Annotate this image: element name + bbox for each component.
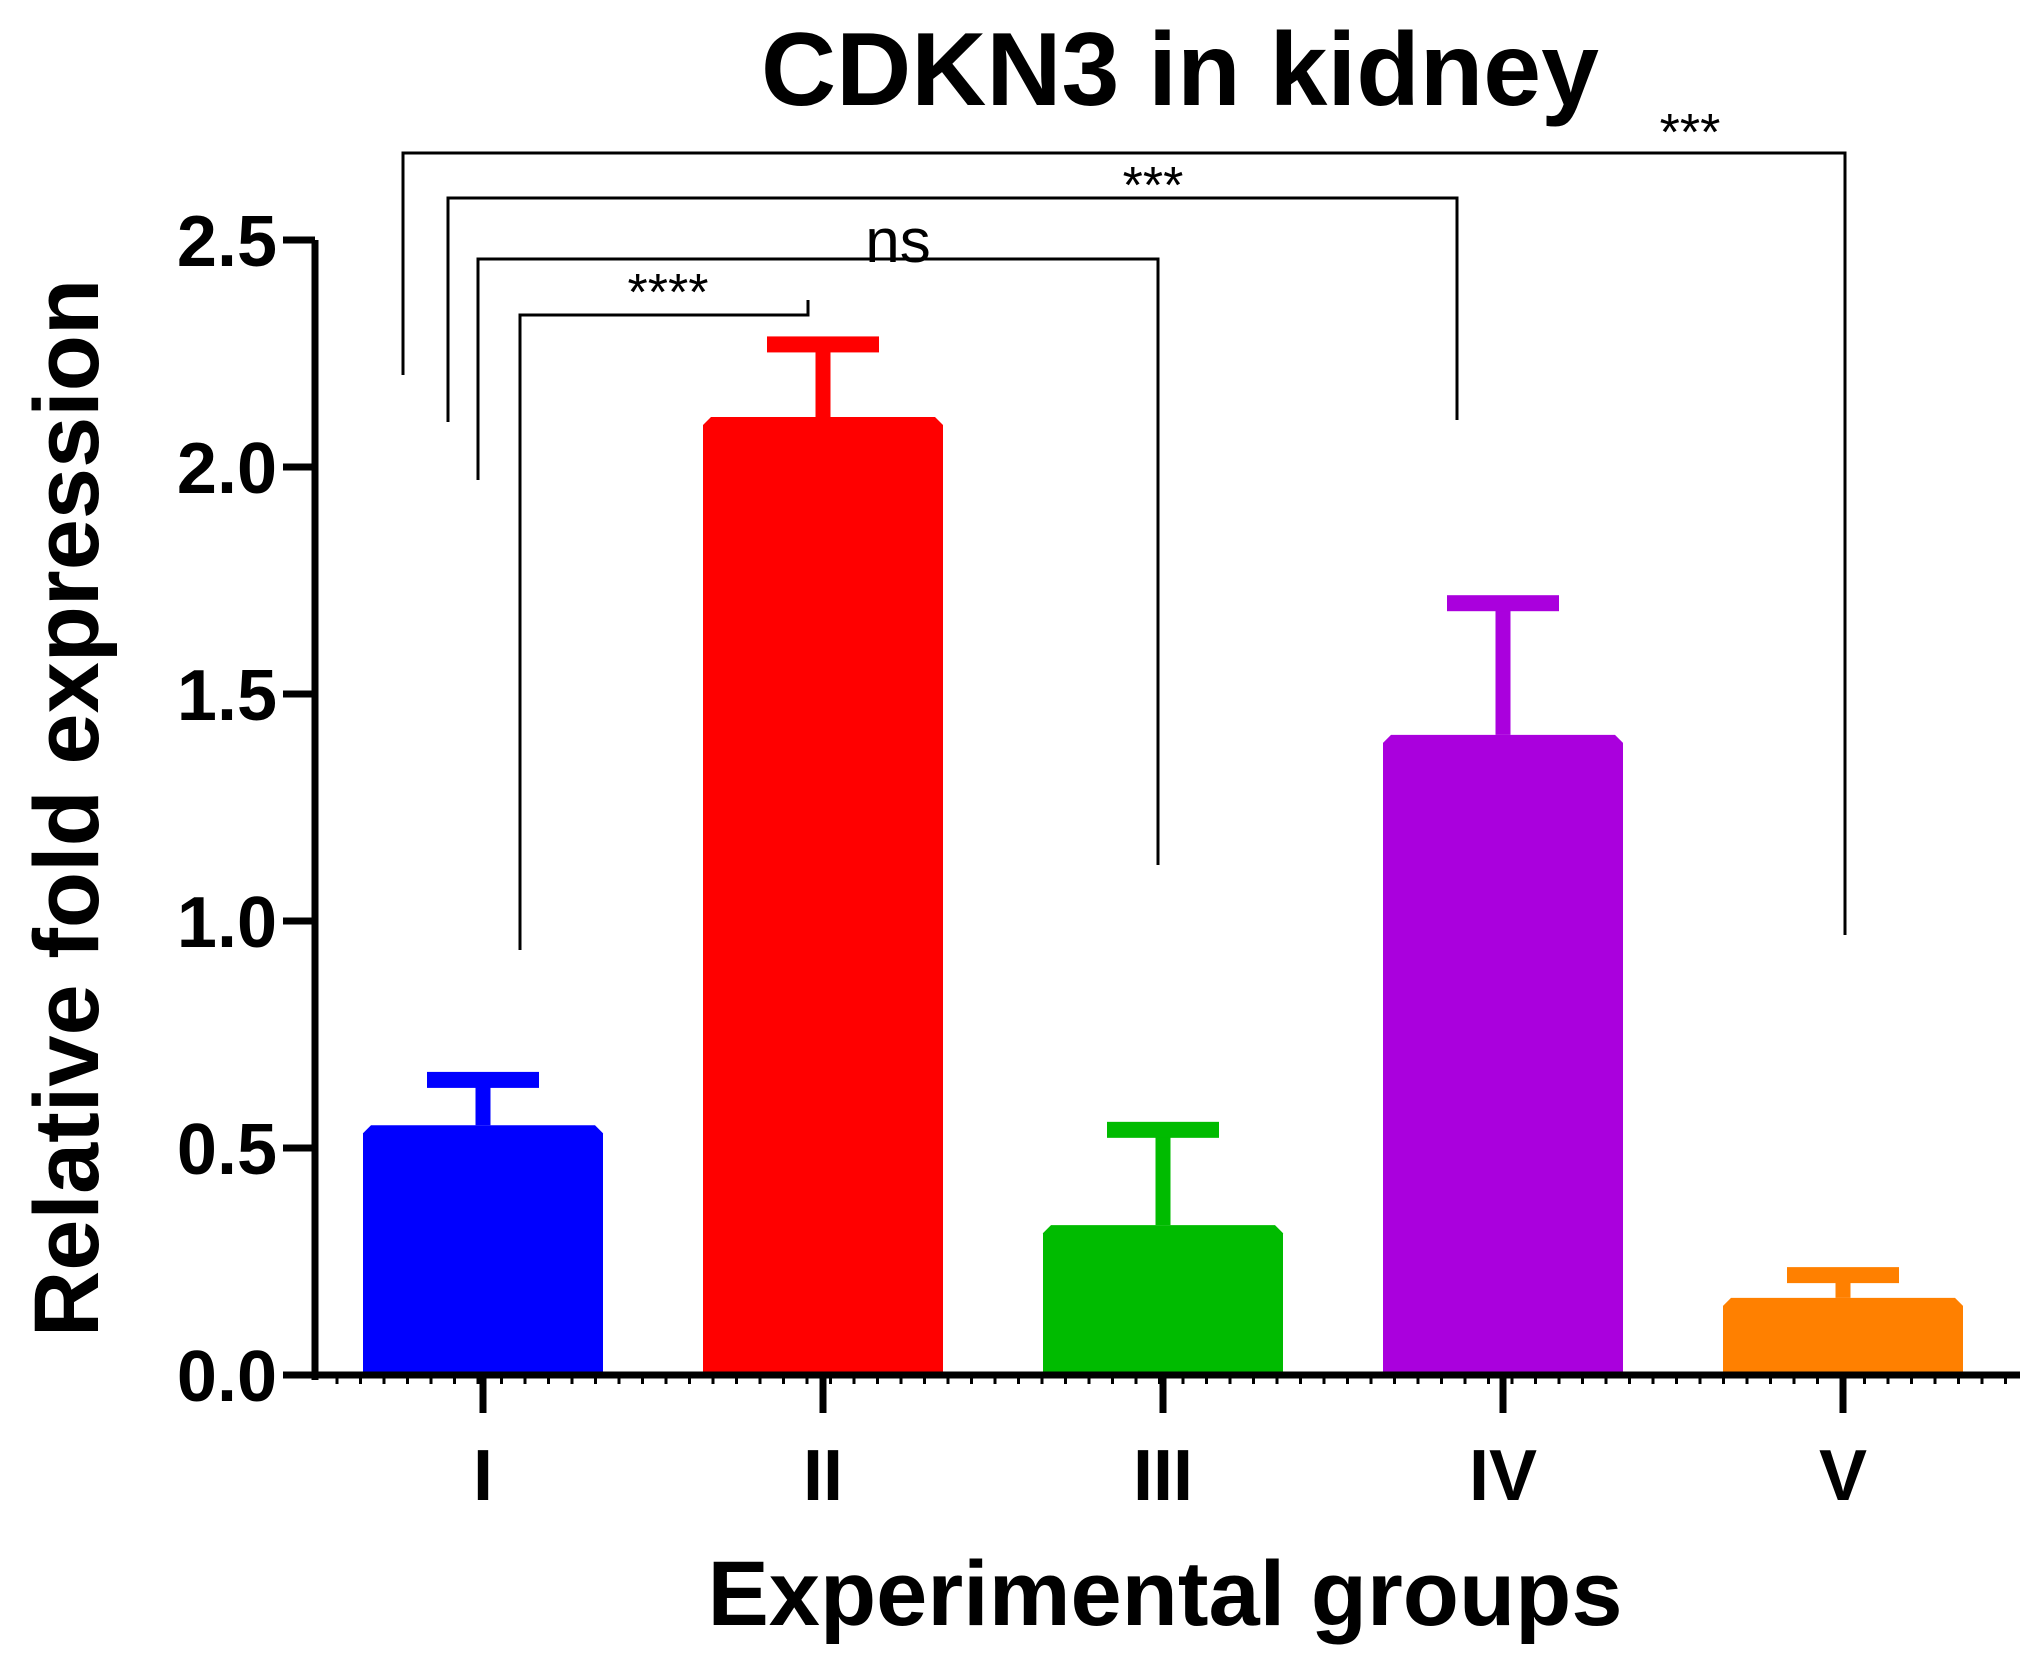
sig-bracket-I-II xyxy=(518,300,810,950)
bar-V xyxy=(1723,1297,1963,1375)
error-bar-cap-III xyxy=(1107,1121,1219,1138)
error-bar-cap-II xyxy=(767,336,879,353)
sig-label-I-II: **** xyxy=(628,264,709,322)
bar-I xyxy=(363,1125,603,1375)
x-axis-label: Experimental groups xyxy=(707,1543,1622,1645)
x-tick-label-IV: IV xyxy=(1469,1436,1537,1516)
y-tick-label-1.5: 1.5 xyxy=(177,656,277,736)
y-tick-label-2.5: 2.5 xyxy=(177,202,277,282)
y-tick-label-1.0: 1.0 xyxy=(177,883,277,963)
y-tick-label-0.0: 0.0 xyxy=(177,1337,277,1417)
x-tick-label-II: II xyxy=(803,1436,843,1516)
bar-II xyxy=(703,417,943,1375)
x-tick-label-I: I xyxy=(473,1436,493,1516)
x-tick-label-V: V xyxy=(1819,1436,1867,1516)
error-bar-cap-IV xyxy=(1447,595,1559,612)
x-tick-label-III: III xyxy=(1133,1436,1193,1516)
y-tick-label-0.5: 0.5 xyxy=(177,1110,277,1190)
sig-label-I-V: *** xyxy=(1660,104,1721,162)
sig-bracket-I-IV xyxy=(446,196,1459,422)
y-axis-label: Relative fold expression xyxy=(16,279,118,1337)
bar-III xyxy=(1043,1225,1283,1375)
chart-title: CDKN3 in kidney xyxy=(761,12,1599,128)
plot-area: 0.00.51.01.52.02.5I II III IV V****ns****** xyxy=(177,104,2020,1516)
sig-label-I-III: ns xyxy=(865,207,930,276)
sig-bracket-I-V xyxy=(401,151,1847,935)
error-bar-cap-V xyxy=(1787,1267,1899,1284)
bar-IV xyxy=(1383,734,1623,1375)
y-tick-label-2.0: 2.0 xyxy=(177,429,277,509)
sig-bracket-I-III xyxy=(476,257,1160,865)
error-bar-cap-I xyxy=(427,1071,539,1088)
sig-label-I-IV: *** xyxy=(1123,157,1184,215)
